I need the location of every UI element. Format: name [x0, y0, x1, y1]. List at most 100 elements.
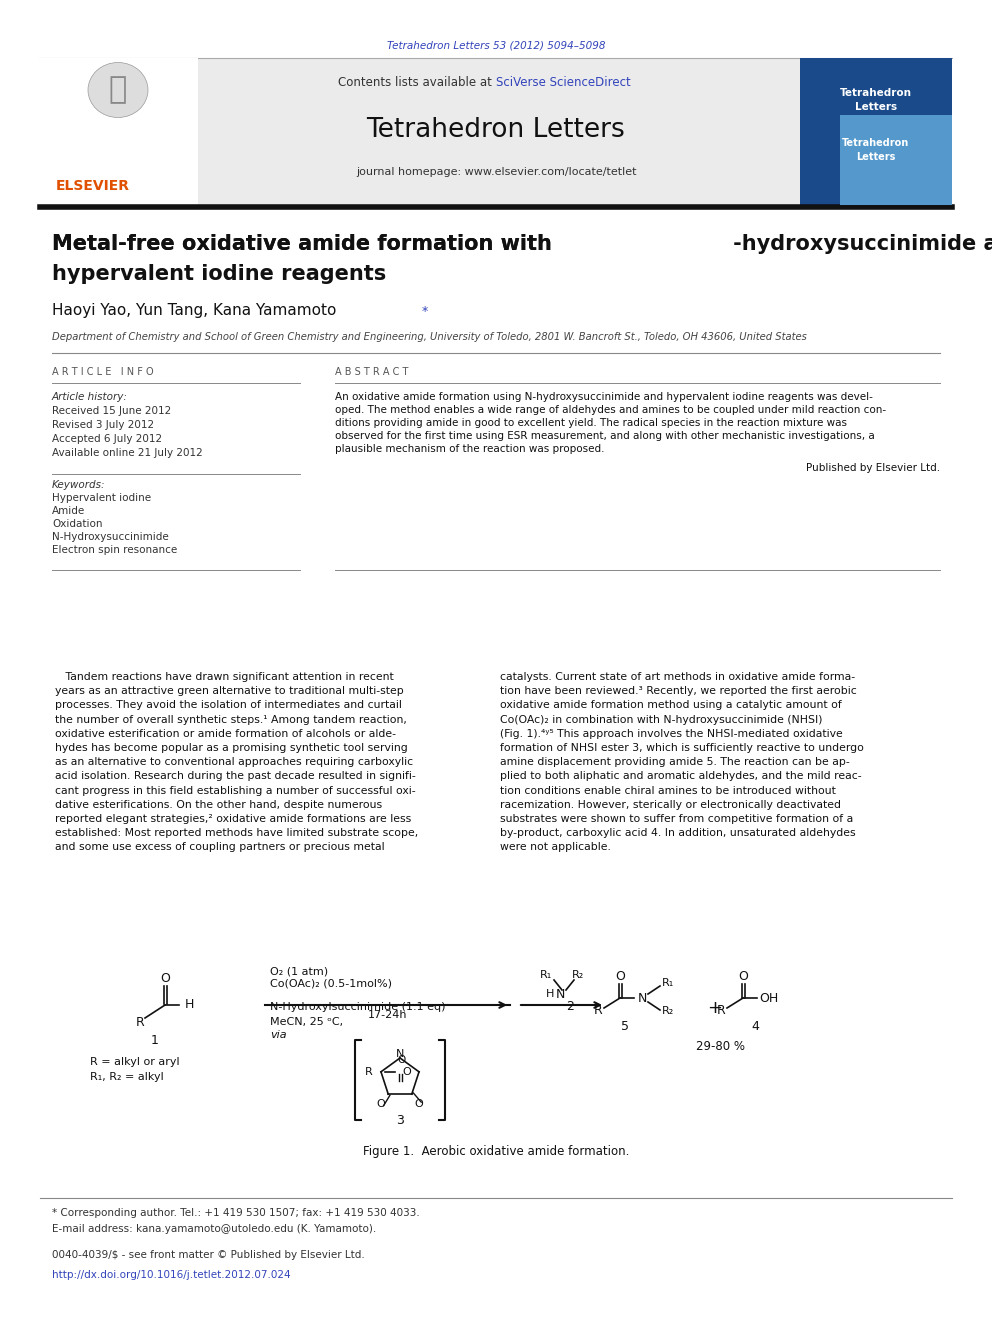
Text: dative esterifications. On the other hand, despite numerous: dative esterifications. On the other han… [55, 800, 382, 810]
Text: 4: 4 [751, 1020, 759, 1032]
Text: substrates were shown to suffer from competitive formation of a: substrates were shown to suffer from com… [500, 814, 853, 824]
Text: Metal-free oxidative amide formation with: Metal-free oxidative amide formation wit… [52, 234, 559, 254]
Text: formation of NHSI ester 3, which is sufficiently reactive to undergo: formation of NHSI ester 3, which is suff… [500, 744, 864, 753]
Text: observed for the first time using ESR measurement, and along with other mechanis: observed for the first time using ESR me… [335, 431, 875, 441]
Text: tion have been reviewed.³ Recently, we reported the first aerobic: tion have been reviewed.³ Recently, we r… [500, 687, 857, 696]
Text: R: R [716, 1004, 725, 1017]
Text: Received 15 June 2012: Received 15 June 2012 [52, 406, 172, 415]
Text: *: * [422, 306, 429, 318]
Text: plausible mechanism of the reaction was proposed.: plausible mechanism of the reaction was … [335, 445, 604, 454]
Text: O: O [377, 1099, 386, 1109]
Text: the number of overall synthetic steps.¹ Among tandem reaction,: the number of overall synthetic steps.¹ … [55, 714, 407, 725]
Text: R₂: R₂ [572, 970, 584, 980]
Text: O: O [160, 971, 170, 984]
Text: Amide: Amide [52, 505, 85, 516]
Text: N: N [556, 987, 564, 1000]
Text: N-Hydroxylsuccinimide (1.1 eq): N-Hydroxylsuccinimide (1.1 eq) [270, 1002, 445, 1012]
Text: Published by Elsevier Ltd.: Published by Elsevier Ltd. [806, 463, 940, 474]
Text: Hypervalent iodine: Hypervalent iodine [52, 493, 151, 503]
Text: R₂: R₂ [662, 1005, 675, 1016]
Bar [840, 115, 952, 205]
Text: Tetrahedron Letters: Tetrahedron Letters [367, 116, 625, 143]
Text: Co(OAc)₂ (0.5-1mol%): Co(OAc)₂ (0.5-1mol%) [270, 979, 392, 990]
Text: hydes has become popular as a promising synthetic tool serving: hydes has become popular as a promising … [55, 744, 408, 753]
Text: 3: 3 [396, 1114, 404, 1126]
Text: O: O [738, 970, 748, 983]
Text: 1: 1 [151, 1033, 159, 1046]
Text: Revised 3 July 2012: Revised 3 July 2012 [52, 419, 154, 430]
Text: +: + [707, 999, 722, 1017]
Text: O: O [397, 1054, 405, 1065]
Text: Electron spin resonance: Electron spin resonance [52, 545, 178, 556]
Text: A B S T R A C T: A B S T R A C T [335, 366, 409, 377]
Text: 17-24h: 17-24h [368, 1009, 408, 1020]
Text: Contents lists available at: Contents lists available at [338, 75, 496, 89]
Text: and some use excess of coupling partners or precious metal: and some use excess of coupling partners… [55, 843, 385, 852]
Bar [198, 58, 800, 205]
Text: Oxidation: Oxidation [52, 519, 102, 529]
Text: hypervalent iodine reagents: hypervalent iodine reagents [52, 265, 386, 284]
Text: Figure 1.  Aerobic oxidative amide formation.: Figure 1. Aerobic oxidative amide format… [363, 1144, 629, 1158]
Text: Accepted 6 July 2012: Accepted 6 July 2012 [52, 434, 162, 445]
Bar [840, 58, 952, 205]
Text: An oxidative amide formation using N-hydroxysuccinimide and hypervalent iodine r: An oxidative amide formation using N-hyd… [335, 392, 873, 402]
Text: amine displacement providing amide 5. The reaction can be ap-: amine displacement providing amide 5. Th… [500, 757, 850, 767]
Text: catalysts. Current state of art methods in oxidative amide forma-: catalysts. Current state of art methods … [500, 672, 855, 681]
Text: Tetrahedron
Letters: Tetrahedron Letters [842, 139, 910, 161]
Text: racemization. However, sterically or electronically deactivated: racemization. However, sterically or ele… [500, 800, 841, 810]
Text: Article history:: Article history: [52, 392, 128, 402]
Text: Keywords:: Keywords: [52, 480, 105, 490]
Text: N: N [396, 1049, 404, 1058]
Text: Metal-free oxidative amide formation with                         -hydroxysuccin: Metal-free oxidative amide formation wit… [52, 234, 992, 254]
Text: R: R [136, 1016, 145, 1029]
Text: tion conditions enable chiral amines to be introduced without: tion conditions enable chiral amines to … [500, 786, 836, 795]
Text: ELSEVIER: ELSEVIER [56, 179, 130, 193]
Text: http://dx.doi.org/10.1016/j.tetlet.2012.07.024: http://dx.doi.org/10.1016/j.tetlet.2012.… [52, 1270, 291, 1279]
Text: R₁, R₂ = alkyl: R₁, R₂ = alkyl [90, 1072, 164, 1082]
Text: by-product, carboxylic acid 4. In addition, unsaturated aldehydes: by-product, carboxylic acid 4. In additi… [500, 828, 856, 839]
Text: O: O [403, 1066, 411, 1077]
Text: N: N [638, 991, 648, 1004]
Bar [40, 58, 198, 205]
Text: ditions providing amide in good to excellent yield. The radical species in the r: ditions providing amide in good to excel… [335, 418, 847, 429]
Text: reported elegant strategies,² oxidative amide formations are less: reported elegant strategies,² oxidative … [55, 814, 412, 824]
Text: (Fig. 1).⁴ʸ⁵ This approach involves the NHSI-mediated oxidative: (Fig. 1).⁴ʸ⁵ This approach involves the … [500, 729, 843, 738]
Text: SciVerse ScienceDirect: SciVerse ScienceDirect [496, 75, 631, 89]
Text: acid isolation. Research during the past decade resulted in signifi-: acid isolation. Research during the past… [55, 771, 416, 782]
Text: via: via [270, 1031, 287, 1040]
Text: oxidative amide formation method using a catalytic amount of: oxidative amide formation method using a… [500, 700, 842, 710]
Text: H: H [185, 999, 194, 1012]
Text: MeCN, 25 ᵒC,: MeCN, 25 ᵒC, [270, 1017, 343, 1027]
Text: were not applicable.: were not applicable. [500, 843, 611, 852]
Text: Department of Chemistry and School of Green Chemistry and Engineering, Universit: Department of Chemistry and School of Gr… [52, 332, 806, 343]
Text: plied to both aliphatic and aromatic aldehydes, and the mild reac-: plied to both aliphatic and aromatic ald… [500, 771, 862, 782]
Text: R: R [365, 1066, 373, 1077]
Text: 2: 2 [566, 999, 574, 1012]
Text: Available online 21 July 2012: Available online 21 July 2012 [52, 448, 202, 458]
Text: N-Hydroxysuccinimide: N-Hydroxysuccinimide [52, 532, 169, 542]
Text: 🌲: 🌲 [109, 75, 127, 105]
Text: Haoyi Yao, Yun Tang, Kana Yamamoto: Haoyi Yao, Yun Tang, Kana Yamamoto [52, 303, 341, 318]
Text: established: Most reported methods have limited substrate scope,: established: Most reported methods have … [55, 828, 419, 839]
Text: H: H [546, 990, 554, 999]
Text: O: O [415, 1099, 424, 1109]
Text: * Corresponding author. Tel.: +1 419 530 1507; fax: +1 419 530 4033.: * Corresponding author. Tel.: +1 419 530… [52, 1208, 420, 1218]
Text: OH: OH [759, 991, 779, 1004]
Text: years as an attractive green alternative to traditional multi-step: years as an attractive green alternative… [55, 687, 404, 696]
Text: processes. They avoid the isolation of intermediates and curtail: processes. They avoid the isolation of i… [55, 700, 402, 710]
Text: R: R [593, 1004, 602, 1017]
Text: Co(OAc)₂ in combination with N-hydroxysuccinimide (NHSI): Co(OAc)₂ in combination with N-hydroxysu… [500, 714, 822, 725]
Text: R₁: R₁ [540, 970, 553, 980]
Text: 29-80 %: 29-80 % [695, 1040, 745, 1053]
Text: Tandem reactions have drawn significant attention in recent: Tandem reactions have drawn significant … [55, 672, 394, 681]
Text: oxidative esterification or amide formation of alcohols or alde-: oxidative esterification or amide format… [55, 729, 396, 738]
Text: oped. The method enables a wide range of aldehydes and amines to be coupled unde: oped. The method enables a wide range of… [335, 405, 886, 415]
Text: as an alternative to conventional approaches requiring carboxylic: as an alternative to conventional approa… [55, 757, 413, 767]
Text: Tetrahedron
Letters: Tetrahedron Letters [840, 89, 912, 111]
Text: Tetrahedron Letters 53 (2012) 5094–5098: Tetrahedron Letters 53 (2012) 5094–5098 [387, 40, 605, 50]
Text: R = alkyl or aryl: R = alkyl or aryl [90, 1057, 180, 1068]
Text: O₂ (1 atm): O₂ (1 atm) [270, 967, 328, 976]
Ellipse shape [88, 62, 148, 118]
Text: 5: 5 [621, 1020, 629, 1032]
Text: R₁: R₁ [662, 978, 675, 988]
